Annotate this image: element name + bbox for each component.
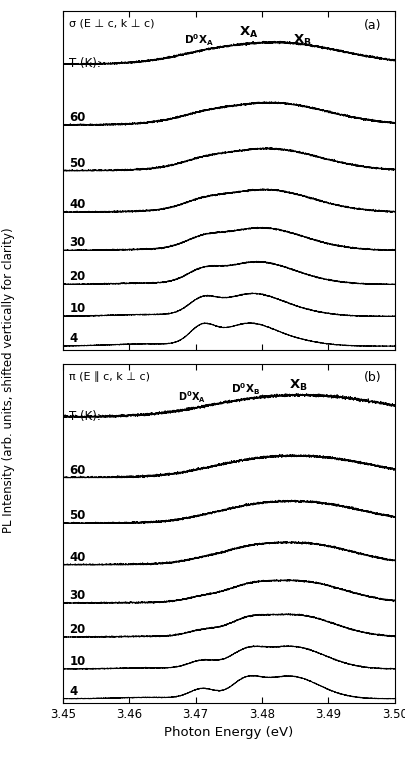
Text: 30: 30 (69, 589, 86, 602)
Text: 50: 50 (69, 157, 86, 169)
Text: $\mathbf{X_A}$: $\mathbf{X_A}$ (239, 25, 258, 40)
Text: $\mathbf{D^0X_B}$: $\mathbf{D^0X_B}$ (231, 381, 260, 397)
Text: (b): (b) (364, 372, 382, 385)
Text: T (K):: T (K): (69, 410, 101, 423)
Text: $\mathbf{X_B}$: $\mathbf{X_B}$ (289, 378, 308, 393)
Text: 50: 50 (69, 509, 86, 522)
Text: 40: 40 (69, 551, 86, 564)
Text: (a): (a) (364, 19, 382, 32)
Text: T (K):: T (K): (69, 57, 101, 70)
Text: $\mathbf{D^0X_A}$: $\mathbf{D^0X_A}$ (178, 389, 206, 405)
Text: 10: 10 (69, 655, 86, 668)
Text: π (E ∥ c, k ⊥ c): π (E ∥ c, k ⊥ c) (69, 372, 150, 382)
Text: 4: 4 (69, 332, 78, 345)
Text: PL Intensity (arb. units, shifted vertically for clarity): PL Intensity (arb. units, shifted vertic… (2, 227, 15, 533)
Text: 30: 30 (69, 236, 86, 249)
Text: σ (E ⊥ c, k ⊥ c): σ (E ⊥ c, k ⊥ c) (69, 19, 155, 29)
Text: $\mathbf{D^0X_A}$: $\mathbf{D^0X_A}$ (184, 32, 214, 48)
Text: 60: 60 (69, 111, 86, 124)
Text: 4: 4 (69, 685, 78, 698)
X-axis label: Photon Energy (eV): Photon Energy (eV) (164, 727, 294, 739)
Text: 20: 20 (69, 271, 86, 283)
Text: $\mathbf{X_B}$: $\mathbf{X_B}$ (292, 33, 311, 48)
Text: 40: 40 (69, 198, 86, 211)
Text: 20: 20 (69, 623, 86, 636)
Text: 10: 10 (69, 302, 86, 315)
Text: 60: 60 (69, 464, 86, 477)
